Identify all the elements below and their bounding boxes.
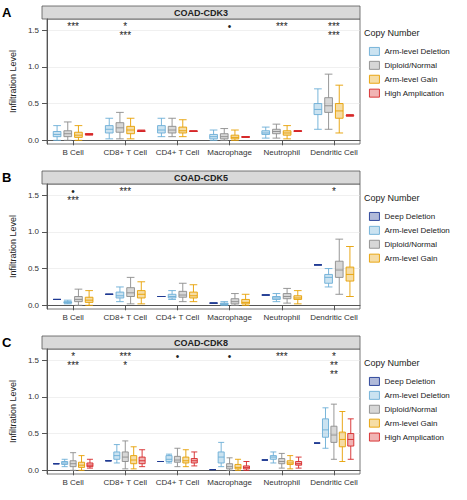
svg-text:Dendritic Cell: Dendritic Cell	[310, 313, 358, 322]
svg-text:0.5: 0.5	[28, 429, 40, 438]
svg-text:CD8+ T Cell: CD8+ T Cell	[104, 313, 148, 322]
svg-text:Macrophage: Macrophage	[207, 313, 252, 322]
svg-text:CD8+ T Cell: CD8+ T Cell	[104, 148, 148, 157]
svg-text:1.0: 1.0	[28, 227, 40, 236]
svg-text:Arm-level Gain: Arm-level Gain	[384, 419, 437, 428]
svg-text:***: ***	[276, 21, 288, 32]
svg-text:1.5: 1.5	[28, 356, 40, 365]
svg-text:Diploid/Normal: Diploid/Normal	[384, 240, 437, 249]
svg-text:*: *	[332, 186, 336, 197]
svg-text:COAD-CDK5: COAD-CDK5	[174, 173, 228, 183]
svg-text:C: C	[2, 335, 12, 350]
svg-text:Neutrophil: Neutrophil	[264, 148, 301, 157]
svg-text:0.0: 0.0	[28, 301, 40, 310]
svg-text:COAD-CDK8: COAD-CDK8	[174, 338, 228, 348]
svg-text:Arm-level Gain: Arm-level Gain	[384, 254, 437, 263]
svg-text:•: •	[228, 351, 232, 362]
svg-text:Copy Number: Copy Number	[364, 28, 420, 38]
svg-text:•: •	[176, 351, 180, 362]
svg-text:Dendritic Cell: Dendritic Cell	[310, 148, 358, 157]
svg-text:B Cell: B Cell	[62, 478, 84, 487]
svg-text:***: ***	[67, 360, 79, 371]
svg-text:0.5: 0.5	[28, 264, 40, 273]
svg-text:A: A	[2, 5, 12, 20]
svg-text:Neutrophil: Neutrophil	[264, 313, 301, 322]
svg-text:Macrophage: Macrophage	[207, 478, 252, 487]
svg-text:Copy Number: Copy Number	[364, 358, 420, 368]
svg-text:•: •	[228, 21, 232, 32]
svg-text:***: ***	[276, 351, 288, 362]
svg-text:**: **	[330, 369, 338, 380]
svg-text:B: B	[2, 170, 11, 185]
svg-text:1.5: 1.5	[28, 26, 40, 35]
svg-text:Infiltration Level: Infiltration Level	[8, 50, 18, 113]
svg-text:0.0: 0.0	[28, 466, 40, 475]
svg-text:CD8+ T Cell: CD8+ T Cell	[104, 478, 148, 487]
svg-text:CD4+ T Cell: CD4+ T Cell	[156, 148, 200, 157]
svg-text:1.0: 1.0	[28, 62, 40, 71]
svg-text:CD4+ T Cell: CD4+ T Cell	[156, 313, 200, 322]
svg-text:***: ***	[328, 30, 340, 41]
svg-text:***: ***	[67, 21, 79, 32]
svg-text:Diploid/Normal: Diploid/Normal	[384, 61, 437, 70]
svg-text:1.0: 1.0	[28, 392, 40, 401]
svg-text:Arm-level Deletion: Arm-level Deletion	[384, 47, 449, 56]
svg-text:***: ***	[119, 30, 131, 41]
svg-text:***: ***	[67, 195, 79, 206]
svg-text:Macrophage: Macrophage	[207, 148, 252, 157]
svg-text:COAD-CDK3: COAD-CDK3	[174, 8, 228, 18]
svg-text:0.5: 0.5	[28, 99, 40, 108]
svg-text:CD4+ T Cell: CD4+ T Cell	[156, 478, 200, 487]
svg-text:Infiltration Level: Infiltration Level	[8, 215, 18, 278]
svg-text:Arm-level Gain: Arm-level Gain	[384, 75, 437, 84]
svg-text:Neutrophil: Neutrophil	[264, 478, 301, 487]
svg-text:B Cell: B Cell	[62, 148, 84, 157]
svg-text:B Cell: B Cell	[62, 313, 84, 322]
svg-text:High Amplication: High Amplication	[384, 433, 444, 442]
svg-text:***: ***	[119, 186, 131, 197]
svg-text:0.0: 0.0	[28, 136, 40, 145]
svg-text:Arm-level Deletion: Arm-level Deletion	[384, 391, 449, 400]
svg-text:*: *	[123, 360, 127, 371]
svg-text:Arm-level Deletion: Arm-level Deletion	[384, 226, 449, 235]
svg-text:Infiltration Level: Infiltration Level	[8, 380, 18, 443]
svg-text:Deep Deletion: Deep Deletion	[384, 377, 435, 386]
svg-text:Dendritic Cell: Dendritic Cell	[310, 478, 358, 487]
svg-text:Deep Deletion: Deep Deletion	[384, 212, 435, 221]
svg-text:High Amplication: High Amplication	[384, 89, 444, 98]
svg-text:1.5: 1.5	[28, 191, 40, 200]
svg-text:Diploid/Normal: Diploid/Normal	[384, 405, 437, 414]
svg-text:Copy Number: Copy Number	[364, 193, 420, 203]
